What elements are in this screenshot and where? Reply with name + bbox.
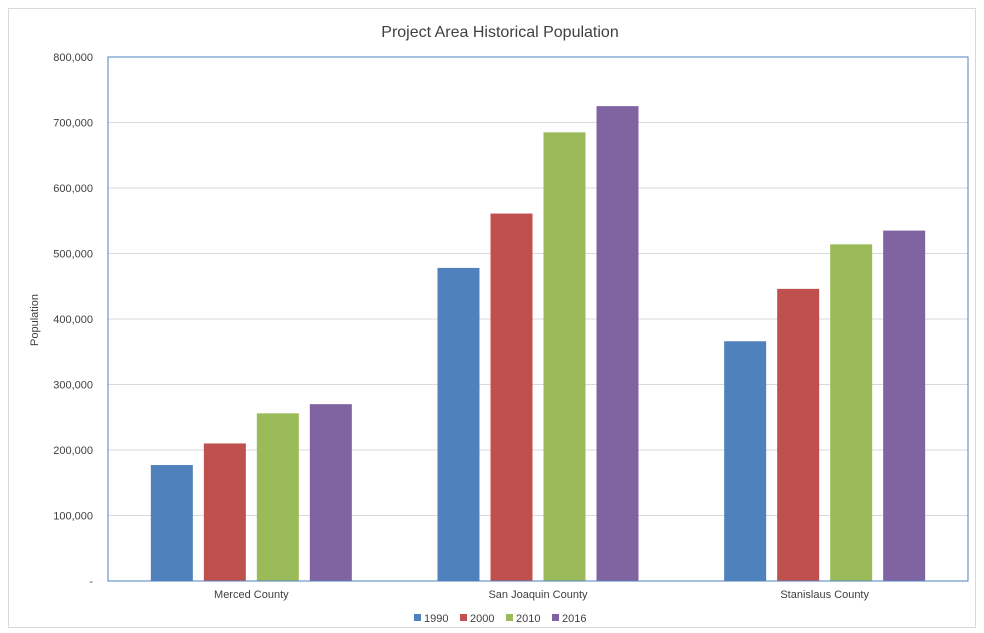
legend-swatch-1990 xyxy=(414,614,421,621)
y-axis-label: Population xyxy=(29,294,41,346)
y-tick-label: 100,000 xyxy=(53,511,93,523)
x-tick-label: Merced County xyxy=(214,589,289,601)
bar-2000-stanislaus-county xyxy=(777,288,820,581)
legend-swatch-2010 xyxy=(506,614,513,621)
y-tick-label: 800,000 xyxy=(53,52,93,64)
bar-2010-stanislaus-county xyxy=(830,244,873,581)
bar-2016-san-joaquin-county xyxy=(596,106,639,581)
legend-swatch-2000 xyxy=(460,614,467,621)
x-tick-label: San Joaquin County xyxy=(488,589,588,601)
y-tick-label: 400,000 xyxy=(53,314,93,326)
bar-1990-stanislaus-county xyxy=(724,341,767,581)
legend-label-2000: 2000 xyxy=(470,613,494,625)
legend-swatch-2016 xyxy=(552,614,559,621)
bar-1990-merced-county xyxy=(150,465,193,581)
legend-label-2016: 2016 xyxy=(562,613,586,625)
y-tick-label: - xyxy=(89,576,93,588)
legend-label-1990: 1990 xyxy=(424,613,448,625)
y-tick-label: 200,000 xyxy=(53,445,93,457)
y-tick-label: 700,000 xyxy=(53,118,93,130)
bar-2000-merced-county xyxy=(203,443,246,581)
plot-area-border xyxy=(107,56,969,582)
y-tick-label: 300,000 xyxy=(53,380,93,392)
bar-2016-merced-county xyxy=(309,404,352,581)
bar-2000-san-joaquin-county xyxy=(490,213,533,582)
bar-2016-stanislaus-county xyxy=(883,230,926,581)
y-tick-label: 600,000 xyxy=(53,183,93,195)
legend-label-2010: 2010 xyxy=(516,613,540,625)
x-tick-label: Stanislaus County xyxy=(780,589,869,601)
chart-frame xyxy=(8,8,976,628)
bar-2010-merced-county xyxy=(256,413,299,581)
chart-title: Project Area Historical Population xyxy=(381,24,618,41)
bar-1990-san-joaquin-county xyxy=(437,267,480,581)
bar-2010-san-joaquin-county xyxy=(543,132,586,581)
y-tick-label: 500,000 xyxy=(53,249,93,261)
